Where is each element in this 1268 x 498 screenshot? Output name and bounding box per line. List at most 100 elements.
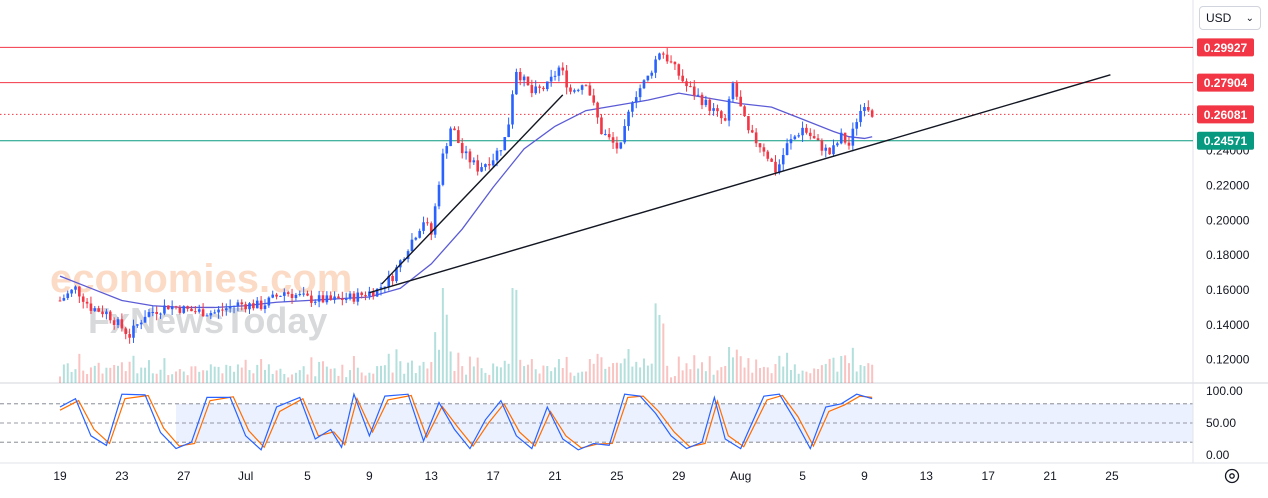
volume-bar bbox=[542, 365, 545, 383]
candle-body bbox=[704, 99, 708, 106]
volume-bar bbox=[62, 364, 65, 383]
volume-bar bbox=[275, 370, 278, 383]
volume-bar bbox=[434, 332, 437, 383]
volume-bar bbox=[438, 349, 441, 383]
currency-select[interactable]: USD ⌄ bbox=[1199, 6, 1261, 30]
candle-body bbox=[182, 306, 186, 313]
moving-average-layer bbox=[59, 92, 873, 309]
volume-bar bbox=[708, 356, 711, 383]
candle-body bbox=[433, 206, 437, 235]
candle-body bbox=[120, 319, 124, 329]
candle-body bbox=[808, 132, 812, 137]
volume-bar bbox=[306, 374, 309, 383]
x-tick-label: 19 bbox=[53, 469, 67, 483]
candle-body bbox=[770, 158, 773, 162]
volume-bar bbox=[496, 366, 499, 383]
candle-body bbox=[267, 297, 271, 306]
currency-label: USD bbox=[1206, 11, 1232, 25]
volume-bar bbox=[635, 361, 638, 383]
volume-bar bbox=[151, 373, 154, 383]
candle-body bbox=[139, 322, 143, 325]
volume-bar bbox=[608, 366, 611, 383]
volume-bar bbox=[515, 289, 518, 383]
volume-bar bbox=[271, 373, 274, 383]
volume-bar bbox=[333, 368, 336, 383]
candle-body bbox=[584, 85, 588, 87]
candle-body bbox=[592, 95, 596, 103]
volume-bar bbox=[747, 358, 750, 383]
volume-bar bbox=[832, 357, 835, 383]
volume-bar bbox=[739, 356, 742, 383]
volume-bar bbox=[217, 366, 220, 383]
price-tag-bg bbox=[1197, 38, 1254, 57]
candle-body bbox=[186, 306, 189, 309]
candle-body bbox=[472, 160, 476, 163]
candle-body bbox=[418, 230, 421, 238]
volume-bar bbox=[407, 362, 410, 383]
candle-body bbox=[870, 110, 874, 117]
volume-bar bbox=[236, 364, 239, 383]
candle-body bbox=[847, 142, 851, 146]
candle-body bbox=[228, 306, 232, 309]
trendlines[interactable] bbox=[369, 74, 1111, 294]
volume-bar bbox=[403, 373, 406, 383]
volume-bar bbox=[349, 370, 352, 383]
candle-body bbox=[631, 102, 634, 112]
volume-bar bbox=[650, 363, 653, 383]
candle-body bbox=[534, 86, 538, 94]
volume-bar bbox=[445, 314, 448, 383]
candle-body bbox=[542, 87, 545, 90]
candle-body bbox=[855, 122, 859, 129]
volume-bar bbox=[728, 346, 731, 383]
volume-bar bbox=[492, 363, 495, 383]
volume-bar bbox=[612, 363, 615, 383]
volume-bar bbox=[82, 370, 85, 383]
volume-bar bbox=[685, 363, 688, 383]
candle-body bbox=[159, 313, 162, 315]
candle-body bbox=[480, 167, 483, 172]
candle-body bbox=[669, 61, 673, 63]
x-tick-label: 5 bbox=[304, 469, 311, 483]
candle-body bbox=[739, 96, 742, 107]
volume-bar bbox=[511, 288, 514, 383]
volume-bar bbox=[693, 355, 696, 383]
candle-body bbox=[561, 67, 565, 71]
volume-bar bbox=[855, 371, 858, 383]
x-tick-label: 17 bbox=[982, 469, 996, 483]
candle-body bbox=[828, 147, 831, 155]
candle-body bbox=[526, 76, 530, 86]
candle-body bbox=[522, 76, 526, 81]
volume-bar bbox=[561, 367, 564, 383]
candle-body bbox=[236, 302, 240, 307]
volume-bar bbox=[596, 353, 599, 383]
candle-body bbox=[294, 294, 298, 299]
x-tick-label: 25 bbox=[610, 469, 624, 483]
volume-bar bbox=[186, 375, 189, 383]
x-tick-label: 27 bbox=[177, 469, 191, 483]
volume-bar bbox=[372, 373, 375, 383]
volume-bar bbox=[550, 371, 553, 383]
volume-bar bbox=[279, 368, 282, 383]
stoch-k-line bbox=[59, 392, 873, 451]
candle-body bbox=[766, 151, 770, 159]
candle-body bbox=[341, 298, 344, 301]
candle-body bbox=[105, 311, 108, 315]
chart-settings-icon[interactable] bbox=[1223, 467, 1241, 485]
candle-body bbox=[546, 81, 549, 90]
volume-bar bbox=[623, 358, 626, 383]
volume-bar bbox=[673, 376, 676, 383]
volume-bar bbox=[360, 372, 363, 383]
volume-bar bbox=[89, 367, 92, 383]
candle-body bbox=[383, 286, 387, 288]
candle-body bbox=[58, 300, 62, 302]
candle-body bbox=[460, 143, 464, 154]
volume-bar bbox=[766, 367, 769, 383]
volume-bar bbox=[569, 372, 572, 383]
candles bbox=[58, 48, 874, 344]
volume-bar bbox=[449, 351, 452, 383]
candle-body bbox=[321, 295, 325, 303]
candle-body bbox=[217, 309, 220, 313]
candle-body bbox=[178, 307, 182, 313]
volume-bar bbox=[770, 373, 773, 383]
